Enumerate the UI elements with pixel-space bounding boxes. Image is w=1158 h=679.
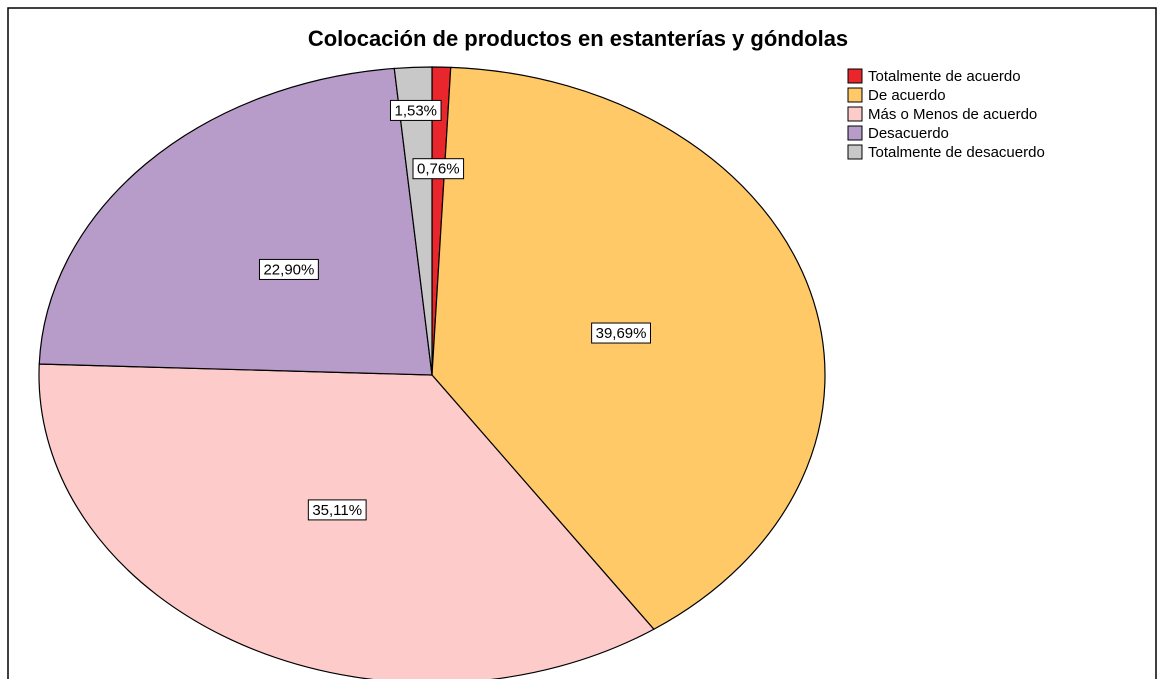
data-label: 0,76% — [412, 158, 465, 180]
pie-slice — [38, 67, 433, 376]
data-label: 35,11% — [307, 499, 367, 521]
data-label: 39,69% — [591, 322, 651, 344]
chart-title: Colocación de productos en estanterías y… — [308, 26, 848, 51]
data-label: 1,53% — [389, 99, 442, 121]
data-label-box — [591, 322, 651, 344]
data-label-text: 39,69% — [596, 325, 647, 342]
data-label: 22,90% — [258, 258, 319, 280]
data-label-text: 35,11% — [312, 502, 362, 519]
legend-swatch — [847, 106, 863, 122]
data-label-box — [389, 99, 442, 121]
legend-swatch — [847, 68, 863, 84]
data-label-box — [412, 158, 465, 180]
data-label-text: 0,76% — [417, 161, 460, 178]
data-label-text: 1,53% — [394, 102, 437, 119]
legend-label: De acuerdo — [868, 87, 946, 104]
data-label-box — [307, 499, 367, 521]
legend-label: Más o Menos de acuerdo — [868, 106, 1037, 123]
legend-label: Totalmente de acuerdo — [868, 68, 1021, 85]
legend-label: Desacuerdo — [868, 125, 949, 142]
legend-swatch — [847, 125, 863, 141]
pie-slice — [393, 66, 433, 376]
pie-slice — [431, 66, 826, 630]
data-label-text: 22,90% — [263, 261, 314, 278]
legend-swatch — [847, 87, 863, 103]
legend-swatch — [847, 144, 863, 160]
legend-label: Totalmente de desacuerdo — [868, 144, 1045, 161]
data-label-box — [258, 258, 319, 280]
pie-slice — [38, 363, 655, 679]
